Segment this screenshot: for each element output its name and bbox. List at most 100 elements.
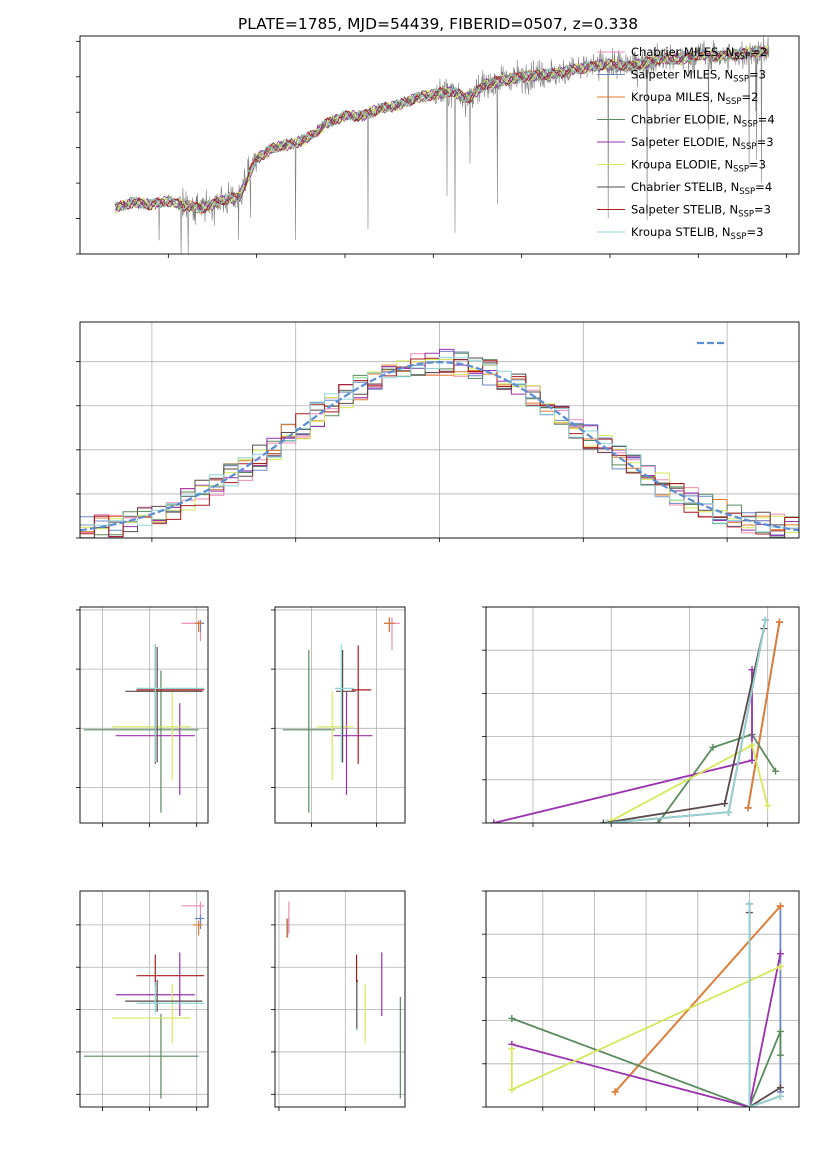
marker-point bbox=[721, 800, 729, 808]
marker-point bbox=[761, 616, 769, 624]
axes-frame bbox=[79, 35, 800, 255]
marker-point bbox=[772, 767, 780, 775]
axes-residuals bbox=[76, 321, 800, 542]
legend-entry: Salpeter ELODIE, NSSP=3 bbox=[631, 135, 774, 152]
legend: Chabrier MILES, NSSP=2 Salpeter MILES, NS… bbox=[597, 45, 775, 242]
legend-entry: Kroupa STELIB, NSSP=3 bbox=[631, 225, 763, 242]
legend-entry: Chabrier MILES, NSSP=2 bbox=[631, 45, 767, 62]
errorbar-point bbox=[136, 645, 205, 764]
axes-frame bbox=[485, 890, 800, 1108]
normal-reference-curve bbox=[80, 360, 799, 532]
errorbar-point bbox=[196, 620, 205, 633]
marker-point bbox=[611, 1088, 619, 1096]
errorbar-point bbox=[384, 617, 395, 633]
marker-point bbox=[776, 950, 784, 958]
errorbar-point bbox=[194, 620, 203, 633]
marker-point bbox=[744, 804, 752, 812]
plot-area-massweight_vs_age bbox=[490, 616, 783, 823]
errorbar-point bbox=[83, 1013, 199, 1099]
marker-point bbox=[764, 802, 772, 810]
series-line bbox=[511, 953, 782, 1107]
series-line bbox=[747, 621, 781, 809]
series-line bbox=[614, 905, 782, 1093]
grid-age_vs_mass bbox=[275, 607, 405, 823]
errorbar-point bbox=[136, 643, 205, 763]
errorbar-point bbox=[334, 643, 355, 763]
errorbar-point bbox=[351, 645, 372, 764]
marker-point bbox=[490, 819, 498, 823]
series-line bbox=[511, 1017, 782, 1107]
errorbar-point bbox=[282, 649, 335, 813]
marker-point bbox=[603, 819, 611, 823]
grid-massweight_vs_Z bbox=[486, 890, 799, 1108]
model-spectrum-line bbox=[114, 45, 769, 213]
axes-massweight_vs_Z bbox=[482, 890, 800, 1111]
series-line bbox=[748, 912, 781, 1107]
legend-entry: Kroupa ELODIE, NSSP=3 bbox=[631, 158, 766, 175]
marker-point bbox=[748, 756, 756, 764]
plot-area-massweight_vs_Z bbox=[508, 900, 784, 1107]
marker-point bbox=[776, 1051, 784, 1059]
legend-entry: Salpeter MILES, NSSP=3 bbox=[631, 68, 766, 85]
errorbar-point bbox=[316, 691, 353, 781]
marker-point bbox=[599, 819, 607, 823]
axes-massweight_vs_age bbox=[482, 606, 800, 827]
axes-frame bbox=[485, 606, 800, 824]
marker-point bbox=[508, 1086, 516, 1094]
axes-frame bbox=[79, 890, 209, 1108]
model-spectrum-line bbox=[115, 46, 769, 214]
figure-title: PLATE=1785, MJD=54439, FIBERID=0507, z=0… bbox=[238, 15, 638, 33]
grid-mass_vs_Z bbox=[80, 891, 208, 1107]
marker-point bbox=[725, 808, 733, 816]
marker-point bbox=[745, 900, 753, 908]
axes-age_vs_Z bbox=[76, 606, 209, 827]
series-line bbox=[603, 628, 765, 823]
plot-area-residuals bbox=[80, 348, 799, 538]
errorbar-point bbox=[384, 617, 400, 650]
marker-point bbox=[776, 1092, 784, 1100]
plot-area-mass_vs_ebv bbox=[286, 901, 401, 1099]
axes-age_vs_mass bbox=[271, 606, 406, 827]
marker-point bbox=[776, 1027, 784, 1035]
marker-point bbox=[745, 1103, 753, 1107]
marker-point bbox=[508, 1045, 516, 1053]
series-line bbox=[657, 733, 777, 823]
axes-frame bbox=[79, 606, 209, 824]
plot-area-spectrum bbox=[114, 36, 770, 254]
errorbar-point bbox=[336, 649, 356, 763]
axes-mass_vs_ebv bbox=[271, 890, 406, 1111]
grid-age_vs_Z bbox=[80, 607, 208, 823]
errorbar-point bbox=[333, 691, 373, 795]
errorbar-point bbox=[194, 914, 205, 930]
axes-spectrum: Chabrier MILES, NSSP=2 Salpeter MILES, NS… bbox=[76, 35, 800, 258]
marker-point bbox=[775, 618, 783, 626]
marker-point bbox=[776, 1084, 784, 1092]
series-line bbox=[748, 904, 781, 1107]
axes-mass_vs_Z bbox=[76, 890, 209, 1111]
grid-mass_vs_ebv bbox=[275, 891, 405, 1107]
errorbar-point bbox=[125, 646, 203, 763]
errorbar-point bbox=[125, 979, 203, 1012]
plot-area-mass_vs_Z bbox=[83, 901, 205, 1099]
legend-entry: Chabrier STELIB, NSSP=4 bbox=[631, 180, 772, 197]
axes-frame bbox=[274, 890, 406, 1108]
plot-area-age_vs_mass bbox=[282, 617, 400, 813]
errorbar-point bbox=[112, 984, 192, 1044]
marker-point bbox=[709, 743, 717, 751]
marker-point bbox=[748, 741, 756, 749]
histogram-step bbox=[80, 348, 799, 538]
marker-point bbox=[508, 1014, 516, 1022]
errorbar-point bbox=[136, 982, 205, 1014]
legend-entry: Chabrier ELODIE, NSSP=4 bbox=[631, 113, 775, 130]
marker-point bbox=[654, 819, 662, 823]
axes-frame bbox=[274, 606, 406, 824]
legend-entry: Salpeter STELIB, NSSP=3 bbox=[631, 203, 771, 220]
plot-area-age_vs_Z bbox=[83, 620, 205, 813]
marker-point bbox=[776, 902, 784, 910]
errorbar-point bbox=[192, 920, 203, 936]
axes-frame bbox=[79, 321, 800, 539]
marker-point bbox=[776, 963, 784, 971]
errorbar-point bbox=[112, 691, 192, 781]
legend-entry: Kroupa MILES, NSSP=2 bbox=[631, 90, 758, 107]
